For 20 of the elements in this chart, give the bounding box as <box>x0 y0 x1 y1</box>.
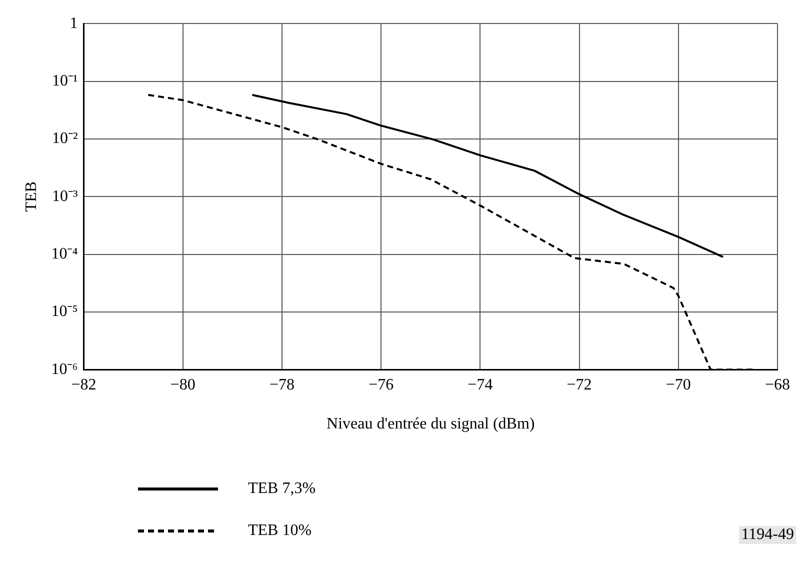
x-tick-label: −82 <box>71 376 96 394</box>
y-axis-title: TEB <box>22 181 40 212</box>
y-tick-label: 10⁻² <box>52 130 78 148</box>
y-tick-label: 10⁻³ <box>52 188 78 205</box>
legend-label: TEB 10% <box>248 522 312 540</box>
x-tick-label: −76 <box>368 376 394 394</box>
x-axis-title: Niveau d'entrée du signal (dBm) <box>326 416 535 433</box>
y-tick-label: 10⁻¹ <box>52 72 78 90</box>
x-tick-label: −74 <box>468 376 493 394</box>
legend-label: TEB 7,3% <box>248 480 316 498</box>
y-tick-label: 10⁻⁴ <box>51 245 78 262</box>
x-tick-label: −72 <box>566 376 592 394</box>
text: 1194-49 <box>739 526 796 544</box>
y-tick-label: 10⁻⁶ <box>51 360 78 378</box>
x-tick-label: −78 <box>269 376 294 394</box>
y-tick-label: 10⁻⁵ <box>51 303 78 320</box>
x-tick-label: −80 <box>170 376 196 394</box>
y-tick-label: 1 <box>70 14 78 32</box>
x-tick-label: −70 <box>666 376 691 394</box>
x-tick-label: −68 <box>764 376 790 394</box>
